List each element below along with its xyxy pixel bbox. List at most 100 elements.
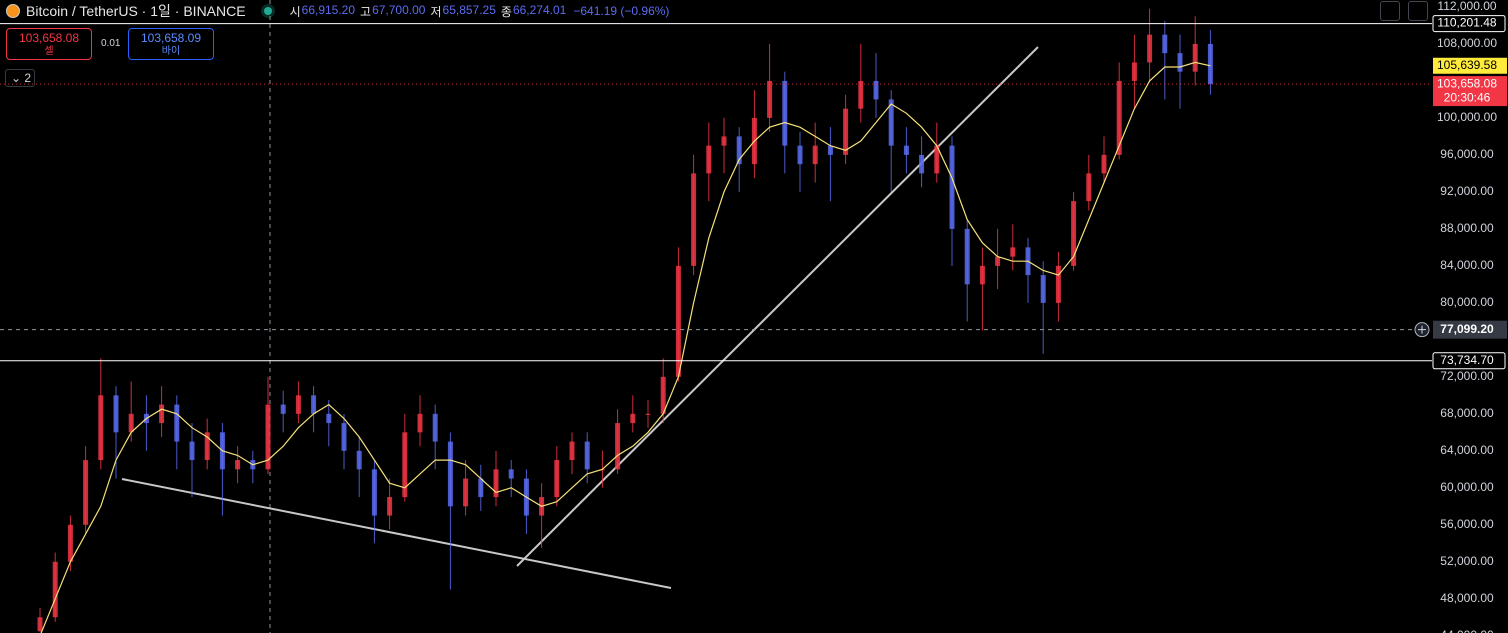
trend-line bbox=[516, 46, 1039, 567]
candle-body bbox=[1207, 43, 1213, 85]
candle-body bbox=[311, 395, 317, 414]
y-tick-label: 44,000.00 bbox=[1440, 628, 1494, 633]
candle-body bbox=[1116, 80, 1122, 155]
candle-body bbox=[67, 524, 73, 562]
price-box bbox=[1432, 15, 1506, 33]
price-label: 110,201.48 bbox=[1437, 16, 1496, 30]
candle-body bbox=[1131, 62, 1137, 81]
ohlc-values: 시 66,915.20 고 67,700.00 저 65,857.25 종 66,274… bbox=[290, 3, 572, 20]
candle-body bbox=[630, 413, 636, 424]
candle-body bbox=[584, 441, 590, 470]
candle-body bbox=[903, 145, 909, 155]
sell-label: 셀 bbox=[44, 46, 54, 57]
countdown: 20:30:46 bbox=[1444, 90, 1491, 104]
candle-body bbox=[1086, 173, 1092, 202]
ohlc-key: 시 bbox=[289, 4, 301, 19]
candle-body bbox=[1101, 154, 1107, 174]
candle-body bbox=[478, 478, 484, 498]
candle-body bbox=[1162, 34, 1168, 54]
candle-body bbox=[189, 441, 195, 461]
candle-body bbox=[1010, 247, 1016, 257]
candle-body bbox=[128, 413, 134, 433]
candle-body bbox=[402, 432, 408, 498]
candle-body bbox=[797, 145, 803, 165]
spread: 0.01 bbox=[101, 38, 121, 49]
candle-body bbox=[569, 441, 575, 461]
candle-body bbox=[979, 265, 985, 285]
candle-body bbox=[417, 413, 423, 433]
candle-body bbox=[98, 395, 104, 461]
candle-body bbox=[341, 423, 347, 451]
last-price-box bbox=[1433, 76, 1507, 107]
ma-label: 105,639.58 bbox=[1437, 58, 1497, 72]
moving-average bbox=[40, 61, 1211, 633]
indicator-toggle[interactable]: ⌄ 2 bbox=[5, 69, 35, 87]
sell-price: 103,658.08 bbox=[18, 31, 80, 45]
y-tick-label: 112,000.00 bbox=[1437, 0, 1496, 13]
refresh-button[interactable] bbox=[1408, 1, 1428, 21]
y-tick-label: 92,000.00 bbox=[1440, 184, 1494, 198]
candle-body bbox=[995, 256, 1001, 266]
ohlc-value: 66,274.01 bbox=[512, 2, 567, 17]
scroll-button[interactable] bbox=[1380, 1, 1400, 21]
trend-line bbox=[121, 478, 672, 589]
candle-body bbox=[782, 80, 788, 146]
y-tick-label: 108,000.00 bbox=[1437, 36, 1497, 50]
price-label: 73,734.70 bbox=[1440, 353, 1494, 367]
y-tick-label: 88,000.00 bbox=[1440, 221, 1494, 235]
price-box bbox=[1432, 352, 1506, 370]
candle-body bbox=[493, 469, 499, 498]
candle-body bbox=[371, 469, 377, 516]
y-tick-label: 84,000.00 bbox=[1440, 258, 1494, 272]
candle-body bbox=[554, 460, 560, 498]
coin-icon bbox=[6, 4, 20, 18]
y-tick-label: 72,000.00 bbox=[1440, 369, 1494, 383]
candle-body bbox=[235, 460, 241, 470]
buy-button[interactable]: 103,658.09 바이 bbox=[128, 28, 214, 60]
y-tick-label: 48,000.00 bbox=[1440, 591, 1494, 605]
y-tick-label: 80,000.00 bbox=[1440, 295, 1494, 309]
candle-body bbox=[873, 80, 879, 100]
indicator-count: 2 bbox=[24, 71, 32, 85]
y-tick-label: 64,000.00 bbox=[1440, 443, 1494, 457]
candle-body bbox=[174, 404, 180, 442]
candle-body bbox=[812, 145, 818, 165]
candle-body bbox=[159, 404, 165, 424]
candle-body bbox=[1192, 43, 1198, 72]
candle-body bbox=[447, 441, 453, 507]
candle-body bbox=[721, 136, 727, 146]
ohlc-key: 저 bbox=[430, 4, 442, 19]
y-tick-label: 100,000.00 bbox=[1437, 110, 1497, 124]
candle-body bbox=[767, 80, 773, 118]
add-alert-plus bbox=[1418, 325, 1426, 334]
y-tick-label: 60,000.00 bbox=[1440, 480, 1494, 494]
ohlc-key: 종 bbox=[500, 4, 512, 19]
candle-body bbox=[1071, 201, 1077, 266]
candle-body bbox=[83, 460, 89, 525]
candle-body bbox=[113, 395, 119, 433]
ma-box bbox=[1433, 57, 1507, 74]
ohlc-key: 고 bbox=[360, 4, 372, 19]
ohlc-value: 67,700.00 bbox=[372, 2, 426, 17]
candle-body bbox=[1055, 265, 1061, 303]
candle-body bbox=[919, 154, 925, 174]
candle-body bbox=[691, 173, 697, 266]
candle-body bbox=[356, 450, 362, 470]
candle-body bbox=[387, 497, 393, 516]
candle-body bbox=[1040, 275, 1046, 303]
last-price-label: 103,658.08 bbox=[1437, 76, 1497, 90]
y-tick-label: 96,000.00 bbox=[1440, 147, 1494, 161]
candle-body bbox=[1147, 34, 1153, 63]
sell-button[interactable]: 103,658.08 셀 bbox=[6, 28, 92, 60]
candle-body bbox=[660, 376, 666, 414]
candle-body bbox=[52, 561, 58, 618]
candle-body bbox=[736, 136, 742, 165]
candle-body bbox=[964, 228, 970, 285]
ohlc-value: 65,857.25 bbox=[442, 2, 496, 17]
symbol[interactable]: Bitcoin / TetherUS · 1일 · BINANCE bbox=[26, 3, 246, 19]
ohlc-value: 66,915.20 bbox=[301, 2, 356, 17]
candle-body bbox=[295, 395, 301, 414]
candle-body bbox=[615, 423, 621, 470]
